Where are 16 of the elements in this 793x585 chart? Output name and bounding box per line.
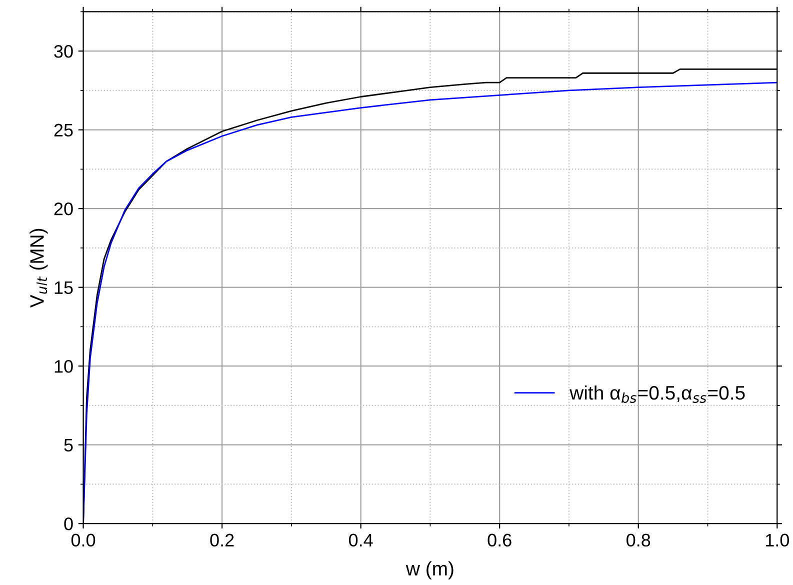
y-tick-label: 25: [54, 124, 73, 137]
y-tick-label: 20: [54, 202, 73, 216]
y-tick-label: 10: [54, 360, 73, 373]
y-tick-label: 30: [54, 45, 73, 58]
x-tick-label: 0.0: [71, 534, 96, 547]
y-tick-label: 15: [54, 281, 73, 294]
y-tick-label: 5: [64, 438, 73, 452]
y-tick-label: 0: [64, 518, 73, 530]
legend-label: with α$_{bs}$=0.5,α$_{ss}$=0.5: [570, 385, 745, 403]
x-tick-label: 0.4: [348, 534, 373, 547]
x-tick-label: 1.0: [766, 534, 789, 547]
x-tick-label: 0.6: [488, 534, 512, 547]
x-axis-title: w (m): [406, 561, 454, 580]
y-axis-title: V$_{ult}$ (MN): [30, 228, 48, 308]
x-tick-label: 0.2: [210, 534, 234, 547]
x-tick-label: 0.8: [626, 534, 650, 547]
